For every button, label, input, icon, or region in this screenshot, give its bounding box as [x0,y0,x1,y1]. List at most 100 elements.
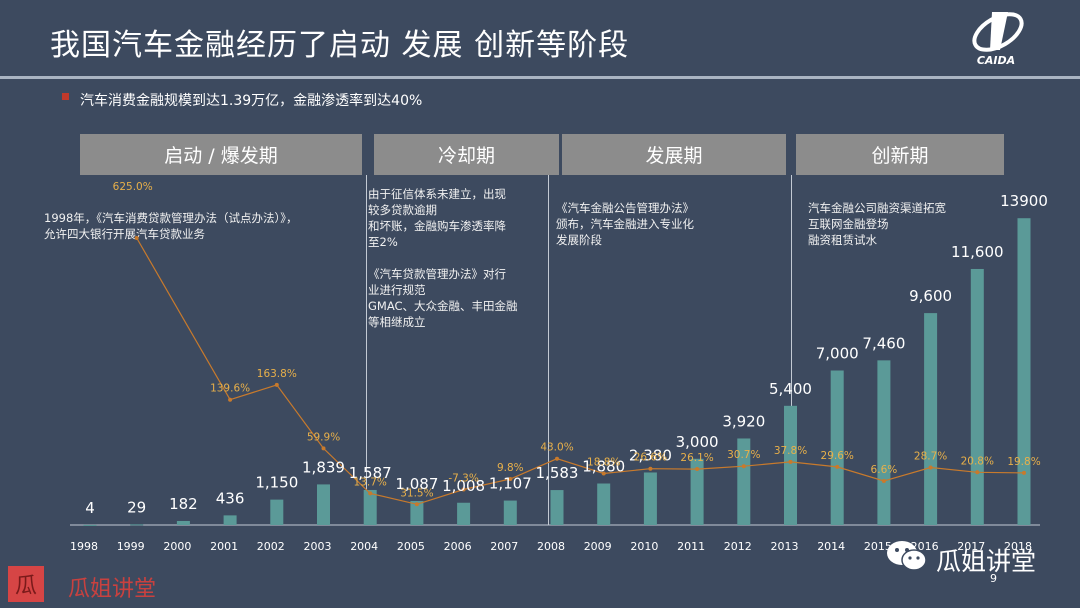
bar-2015 [877,360,891,525]
phase-innovation: 创新期 [796,134,1004,175]
bar-label-2018: 13900 [1000,192,1048,210]
growth-label-2016: 28.7% [914,450,947,462]
bar-2018 [1017,218,1031,525]
growth-label-2013: 37.8% [774,445,807,457]
note-innovation: 汽车金融公司融资渠道拓宽 互联网金融登场 融资租赁试水 [808,201,946,247]
bar-1999 [130,524,144,526]
tick-2013: 2013 [771,540,799,553]
bar-label-2014: 7,000 [816,345,859,363]
bar-2000 [176,520,190,525]
tick-2011: 2011 [677,540,705,553]
bar-label-1998: 4 [85,499,95,517]
bar-label-2013: 5,400 [769,380,812,398]
bar-label-2012: 3,920 [722,412,765,430]
growth-label-2005: 31.5% [400,487,433,499]
tick-2003: 2003 [304,540,332,553]
growth-label-2003: 59.9% [307,431,340,443]
tick-2012: 2012 [724,540,752,553]
tick-2017: 2017 [957,540,985,553]
growth-point-2005 [414,502,419,507]
growth-label-2012: 30.7% [727,449,760,461]
growth-point-2004 [368,491,373,496]
bar-2001 [223,515,237,525]
growth-label-1999: 625.0% [113,181,153,193]
growth-point-2001 [228,397,233,402]
page-number: 9 [990,572,997,585]
growth-label-2009: 18.8% [587,457,620,469]
caida-logo: CAIDA [972,12,1024,67]
bar-2008 [550,490,564,525]
tick-1999: 1999 [117,540,145,553]
growth-point-2013 [788,459,793,464]
growth-label-2015: 6.6% [871,464,898,476]
tick-2006: 2006 [444,540,472,553]
bar-2013 [784,405,797,525]
bar-2010 [643,472,657,525]
bar-2005 [410,501,424,525]
brand-left: 瓜姐讲堂 [68,577,157,602]
growth-label-2010: 26.6% [634,452,667,464]
bar-label-2017: 11,600 [951,243,1004,261]
bar-label-2015: 7,460 [862,334,905,352]
bar-label-1999: 29 [127,498,146,516]
phase-development: 发展期 [562,134,786,175]
bar-2007 [503,500,517,525]
bar-2011 [690,458,704,525]
growth-label-2006: -7.3% [448,472,478,484]
bar-label-2001: 436 [216,489,245,507]
logo-text: CAIDA [977,54,1015,67]
phase-startup: 启动 / 爆发期 [80,134,362,175]
bar-label-2000: 182 [169,495,198,513]
growth-label-2007: 9.8% [497,462,524,474]
tick-2007: 2007 [490,540,518,553]
growth-point-2010 [648,466,653,471]
bar-2002 [270,499,284,525]
bar-2012 [737,438,751,525]
growth-point-2011 [695,467,700,472]
bar-2014 [830,370,844,525]
tick-2018: 2018 [1004,540,1032,553]
growth-point-2015 [881,478,886,483]
subtitle: 汽车消费金融规模到达1.39万亿，金融渗透率到达40% [80,93,423,109]
growth-point-2016 [928,465,933,470]
tick-2010: 2010 [630,540,658,553]
growth-point-2008 [555,456,559,461]
watermark-text: 瓜姐讲堂 [936,547,1037,576]
phase-divider-3 [791,175,792,525]
tick-2000: 2000 [163,540,191,553]
page-title: 我国汽车金融经历了启动 发展 创新等阶段 [50,28,630,63]
tick-2004: 2004 [350,540,378,553]
bar-label-2002: 1,150 [255,474,298,492]
phase-divider-1 [366,175,367,525]
tick-2008: 2008 [537,540,565,553]
growth-point-2002 [274,382,279,387]
note-cooling: 由于征信体系未建立，出现 较多贷款逾期 和坏账，金融购车渗透率降 至2% 《汽车… [368,187,518,329]
growth-label-2004: 13.7% [354,476,387,488]
tick-2014: 2014 [817,540,845,553]
tick-2005: 2005 [397,540,425,553]
growth-label-2002: 163.8% [257,368,297,380]
growth-label-2001: 139.6% [210,383,250,395]
bar-label-2008: 1,583 [536,464,579,482]
tick-1998: 1998 [70,540,98,553]
growth-point-1999 [134,236,139,240]
wechat-icon [887,541,927,571]
growth-point-2009 [601,471,606,476]
bar-label-2004: 1,587 [349,464,392,482]
growth-label-2011: 26.1% [680,452,713,464]
bar-2004 [363,489,377,525]
note-startup: 1998年，《汽车消费贷款管理办法（试点办法）》， 允许四大银行开展汽车贷款业务 [44,211,298,241]
title-rule [0,76,1080,79]
growth-label-2008: 43.0% [540,442,573,454]
bar-2017 [970,268,984,525]
tick-2001: 2001 [210,540,238,553]
growth-label-2018: 19.8% [1007,456,1040,468]
bullet-marker [62,93,69,100]
bar-label-2007: 1,107 [489,475,532,493]
phase-divider-2 [548,175,549,525]
note-development: 《汽车金融公告管理办法》 颁布，汽车金融进入专业化 发展阶段 [556,201,694,247]
bar-label-2011: 3,000 [676,433,719,451]
bar-label-2016: 9,600 [909,287,952,305]
growth-label-2017: 20.8% [961,455,994,467]
